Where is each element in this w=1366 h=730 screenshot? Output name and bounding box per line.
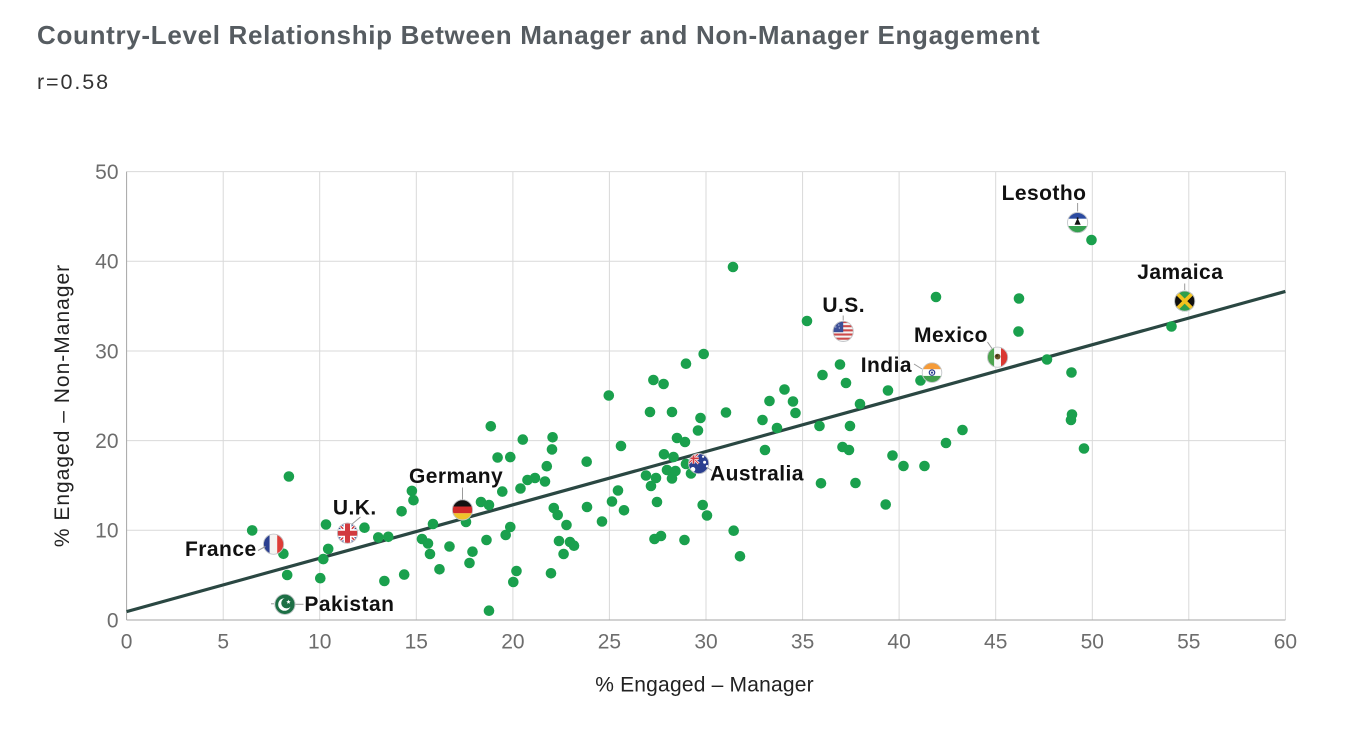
svg-text:% Engaged – Manager: % Engaged – Manager: [595, 674, 814, 697]
svg-text:France: France: [185, 538, 257, 561]
svg-text:10: 10: [308, 631, 331, 654]
svg-text:20: 20: [95, 430, 118, 453]
svg-text:55: 55: [1177, 631, 1200, 654]
svg-text:Country-Level Relationship Bet: Country-Level Relationship Between Manag…: [37, 20, 1040, 50]
svg-text:50: 50: [95, 161, 118, 184]
svg-text:30: 30: [95, 340, 118, 363]
svg-text:Mexico: Mexico: [914, 324, 988, 347]
svg-text:50: 50: [1081, 631, 1104, 654]
svg-text:20: 20: [501, 631, 524, 654]
svg-text:r=0.58: r=0.58: [37, 70, 110, 94]
svg-text:Lesotho: Lesotho: [1002, 182, 1087, 205]
svg-text:Germany: Germany: [409, 465, 503, 488]
svg-text:0: 0: [107, 609, 119, 632]
svg-text:Jamaica: Jamaica: [1137, 261, 1223, 284]
svg-text:U.S.: U.S.: [822, 294, 865, 317]
svg-text:% Engaged – Non-Manager: % Engaged – Non-Manager: [51, 264, 74, 547]
svg-text:Pakistan: Pakistan: [304, 593, 394, 616]
svg-text:0: 0: [121, 631, 133, 654]
svg-text:U.K.: U.K.: [333, 497, 377, 520]
svg-text:30: 30: [694, 631, 717, 654]
svg-text:25: 25: [598, 631, 621, 654]
svg-text:5: 5: [217, 631, 229, 654]
svg-text:40: 40: [887, 631, 910, 654]
svg-text:India: India: [861, 354, 912, 377]
svg-text:45: 45: [984, 631, 1007, 654]
svg-text:40: 40: [95, 251, 118, 274]
svg-text:60: 60: [1274, 631, 1297, 654]
svg-text:15: 15: [405, 631, 428, 654]
svg-text:Australia: Australia: [710, 463, 804, 486]
svg-text:10: 10: [95, 520, 118, 543]
svg-text:35: 35: [791, 631, 814, 654]
